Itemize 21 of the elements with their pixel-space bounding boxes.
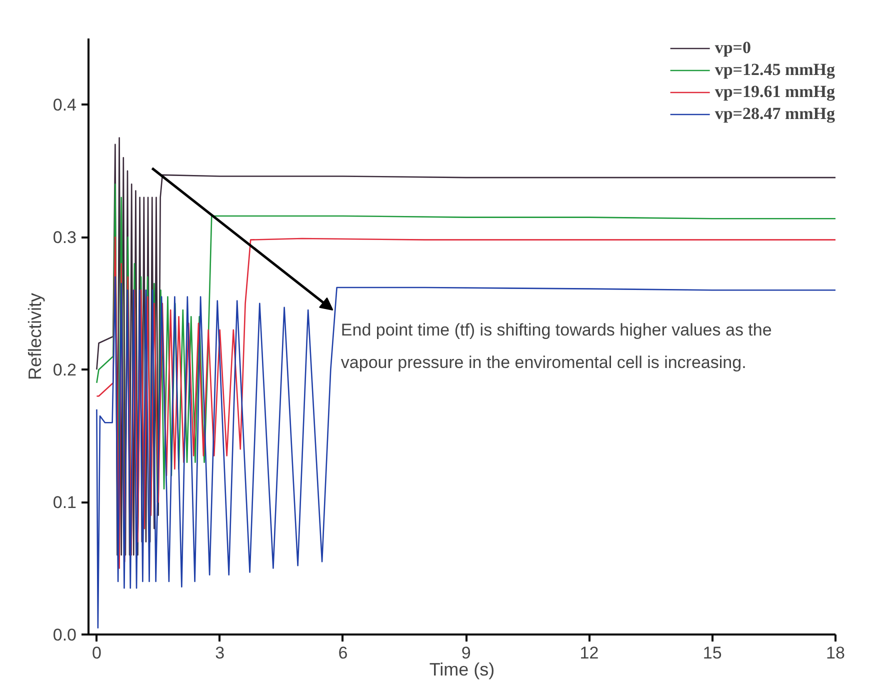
legend-label: vp=0 xyxy=(714,38,751,58)
x-axis-title: Time (s) xyxy=(429,660,495,680)
y-tick-label: 0.4 xyxy=(52,96,77,115)
y-tick-label: 0.2 xyxy=(52,360,77,380)
x-tick-label: 6 xyxy=(338,644,348,662)
x-tick-label: 15 xyxy=(702,644,722,662)
x-tick-label: 3 xyxy=(215,644,225,662)
legend-label: vp=12.45 mmHg xyxy=(714,60,835,80)
legend-label: vp=28.47 mmHg xyxy=(714,104,835,124)
annotation: End point time (tf) is shifting towards higher values as the vapour pressure in the enviromental cell is increasing. xyxy=(340,320,772,372)
x-tick-label: 12 xyxy=(580,644,599,662)
line-series xyxy=(96,236,836,569)
line-series xyxy=(96,276,836,629)
y-tick-label: 0.0 xyxy=(52,626,77,644)
legend-label: vp=19.61 mmHg xyxy=(714,82,835,102)
x-tick-label: 0 xyxy=(92,644,102,662)
y-tick-label: 0.1 xyxy=(52,493,77,512)
y-tick-label: 0.3 xyxy=(52,228,77,248)
x-tick-label: 9 xyxy=(461,644,471,662)
y-axis-title: Reflectivity xyxy=(24,292,45,380)
x-tick-label: 18 xyxy=(826,644,845,662)
